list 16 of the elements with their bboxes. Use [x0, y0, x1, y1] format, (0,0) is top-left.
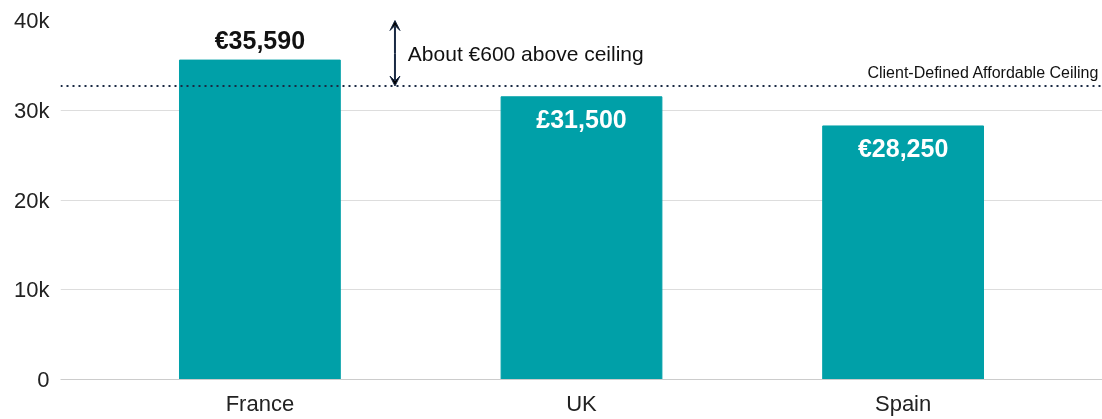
annotation: About €600 above ceiling — [407, 41, 644, 65]
data-label: €35,590 — [214, 26, 306, 55]
y-tick-label: 20k — [14, 187, 51, 213]
y-tick-label: 10k — [14, 277, 51, 303]
y-tick-label: 0 — [37, 367, 50, 392]
bar — [500, 96, 663, 380]
data-label: £31,500 — [536, 104, 627, 133]
bar — [822, 125, 985, 380]
y-tick-label: 30k — [14, 97, 51, 123]
bar — [178, 59, 341, 380]
x-tick-label: UK — [566, 390, 598, 416]
ref-line-label: Client-Defined Affordable Ceiling — [867, 64, 1099, 82]
y-tick-label: 40k — [14, 8, 51, 33]
x-tick-label: Spain — [874, 390, 932, 416]
x-tick-label: France — [225, 390, 295, 416]
data-label: €28,250 — [857, 133, 949, 162]
